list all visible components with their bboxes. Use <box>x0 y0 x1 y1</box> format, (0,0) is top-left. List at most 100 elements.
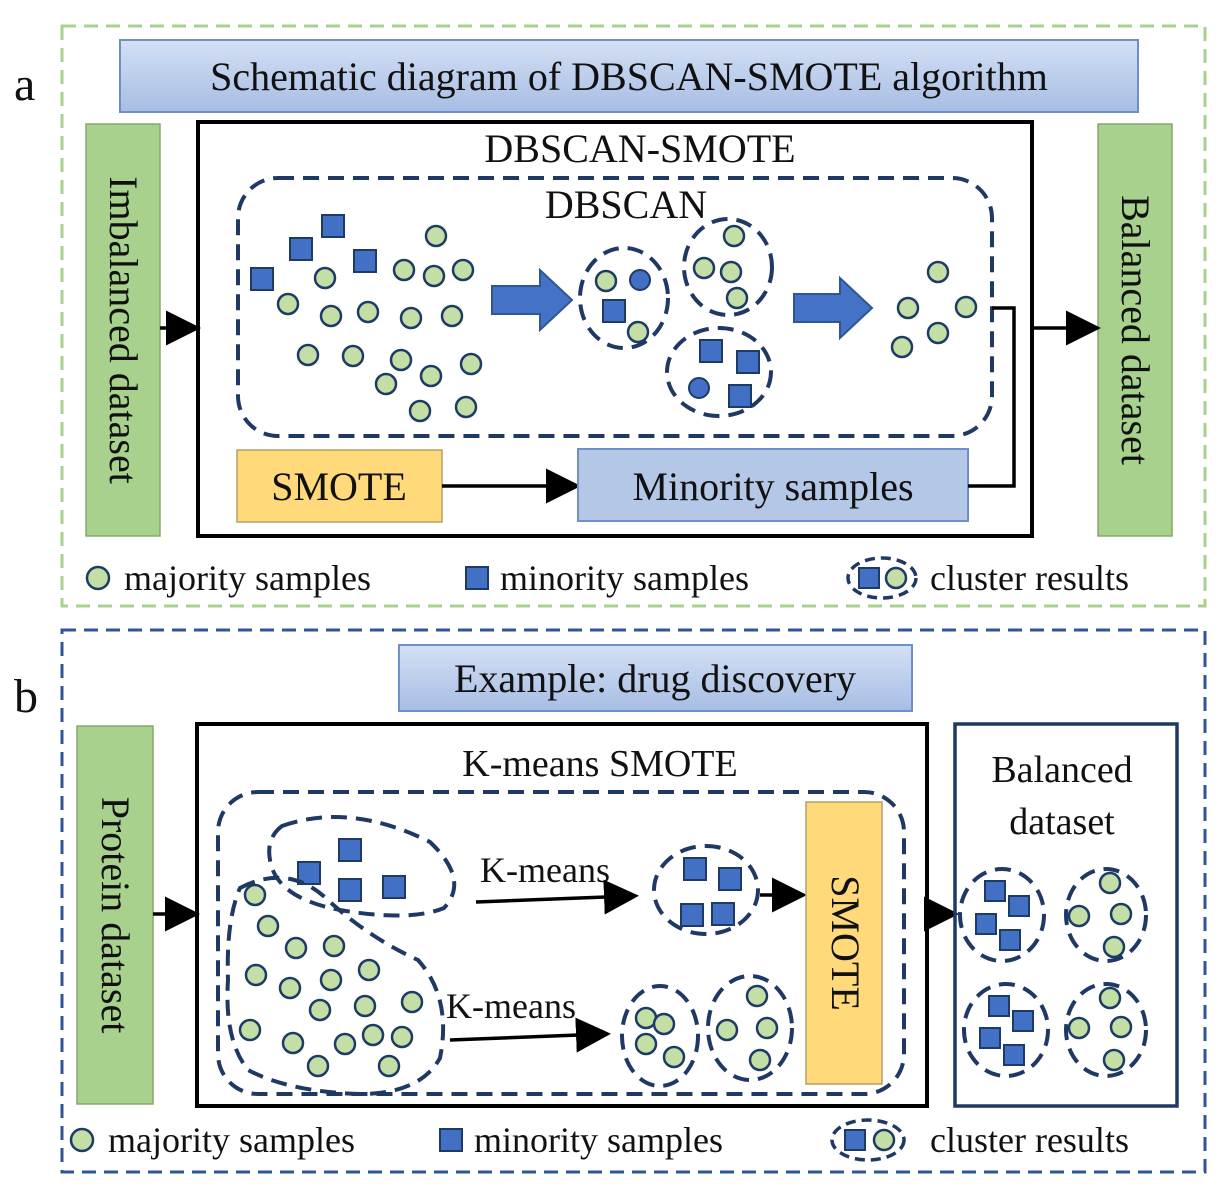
majority-sample <box>333 1032 357 1056</box>
legend-cluster-icon-b <box>830 1118 906 1162</box>
majority-sample <box>374 372 398 396</box>
legend-cluster-majority <box>884 566 908 590</box>
balanced-dataset-box <box>1097 123 1173 537</box>
minority-sample <box>297 861 321 885</box>
minority-sample <box>999 929 1021 951</box>
majority-sample <box>390 1025 414 1049</box>
majority-sample <box>1067 1016 1091 1040</box>
panel-a-title: Schematic diagram of DBSCAN-SMOTE algori… <box>210 54 1048 99</box>
majority-sample <box>1098 986 1122 1010</box>
minority-feedback-line <box>968 306 1016 488</box>
legend-cluster-label-b: cluster results <box>930 1120 1129 1160</box>
minority-sample <box>629 269 651 291</box>
panel-a-border <box>60 24 1207 608</box>
imbalanced-dataset-label: Imbalanced dataset <box>101 176 146 484</box>
majority-sample <box>454 395 478 419</box>
panel-b-border <box>60 628 1207 1174</box>
majority-sample <box>361 1023 385 1047</box>
minority-sample <box>683 857 707 881</box>
minority-sample <box>602 299 626 323</box>
protein-dataset-box <box>76 725 154 1105</box>
kmeans-bottom-arrow <box>449 1017 611 1053</box>
input-minority-cluster <box>267 815 457 918</box>
legend-majority-icon <box>69 1127 95 1153</box>
minority-sample <box>688 377 710 399</box>
cluster-outline <box>578 246 670 350</box>
majority-sample <box>459 352 483 376</box>
majority-sample <box>1109 1015 1133 1039</box>
minority-sample <box>680 903 704 927</box>
majority-sample <box>1102 935 1126 959</box>
legend-minority-icon <box>465 566 489 590</box>
majority-sample <box>715 1018 739 1042</box>
majority-sample <box>748 1048 772 1072</box>
legend-cluster-label: cluster results <box>930 558 1129 598</box>
panel-b-title-box <box>398 644 913 712</box>
majority-sample <box>896 296 920 320</box>
legend-majority-label: majority samples <box>124 558 371 598</box>
majority-sample <box>451 258 475 282</box>
smote-box-b <box>805 801 883 1085</box>
majority-sample <box>719 260 743 284</box>
minority-sample <box>728 384 752 408</box>
minority-sample <box>979 1027 1001 1049</box>
majority-sample <box>890 335 914 359</box>
legend-cluster-majority-b <box>872 1128 896 1152</box>
majority-sample <box>755 1016 779 1040</box>
legend-b: majority samples minority samples cluste… <box>69 1118 1129 1162</box>
balanced-majority-cluster <box>1064 982 1148 1078</box>
legend-a: majority samples minority samples cluste… <box>85 556 1129 600</box>
majority-sample <box>422 264 446 288</box>
majority-sample <box>284 936 308 960</box>
majority-sample <box>377 1054 401 1078</box>
panel-b: b Example: drug discovery Protein datase… <box>14 628 1207 1174</box>
minority-kmeans-cluster <box>652 844 760 936</box>
minority-sample <box>975 913 997 935</box>
majority-sample <box>1102 1048 1126 1072</box>
majority-sample <box>1067 904 1091 928</box>
majority-sample <box>319 304 343 328</box>
majority-sample <box>926 260 950 284</box>
input-majority-cluster <box>225 875 446 1097</box>
balanced-minority-cluster <box>962 982 1050 1078</box>
balanced-minority-cluster <box>958 867 1046 963</box>
majority-sample <box>392 258 416 282</box>
majority-sample <box>389 348 413 372</box>
legend-majority-icon <box>85 565 111 591</box>
block-arrow-1 <box>491 267 574 333</box>
minority-sample <box>711 902 735 926</box>
smote-box-a <box>236 449 443 523</box>
panel-a-letter: a <box>14 58 35 111</box>
minority-sample <box>353 249 377 273</box>
block-arrow-2 <box>793 275 874 341</box>
majority-sample <box>306 1054 330 1078</box>
majority-sample <box>662 1045 686 1069</box>
majority-sample <box>440 304 464 328</box>
legend-minority-label-b: minority samples <box>474 1120 723 1160</box>
legend-minority-icon <box>439 1128 463 1152</box>
balanced-line1: Balanced <box>991 749 1132 791</box>
majority-sample <box>313 266 337 290</box>
legend-majority-label-b: majority samples <box>108 1120 355 1160</box>
minority-sample <box>321 214 345 238</box>
minority-sample <box>1008 895 1030 917</box>
kmeans-smote-label: K-means SMOTE <box>462 743 737 785</box>
initial-data-points <box>250 214 483 423</box>
minority-samples-label: Minority samples <box>632 464 913 509</box>
majority-sample <box>594 269 618 293</box>
dbscan-clusters <box>578 217 774 418</box>
panel-b-title: Example: drug discovery <box>454 656 856 701</box>
minority-sample <box>718 867 742 891</box>
input-majority-points <box>238 883 424 1078</box>
cluster-outline <box>682 217 774 317</box>
majority-sample <box>322 934 346 958</box>
majority-sample <box>341 344 365 368</box>
majority-sample <box>400 990 424 1014</box>
majority-sample <box>357 958 381 982</box>
majority-sample <box>725 286 749 310</box>
majority-sample <box>926 321 950 345</box>
balanced-line2: dataset <box>1009 801 1115 843</box>
balanced-majority-cluster <box>1064 867 1148 963</box>
majority-sample <box>408 399 432 423</box>
